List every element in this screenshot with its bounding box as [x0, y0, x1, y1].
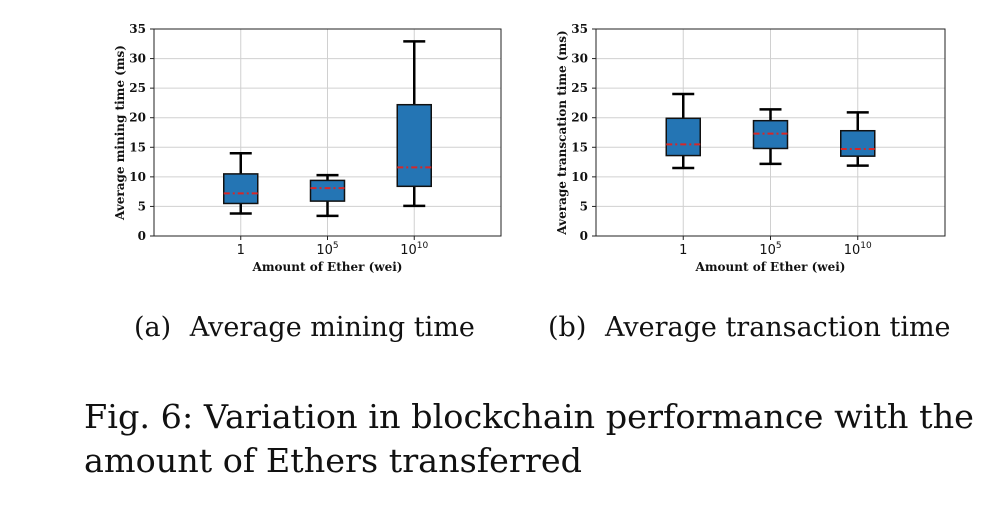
chart-transaction-time: 0 5 10 15 20 25 30 35 1 105 1010 Amount of Ether (w… — [555, 22, 946, 274]
y-tick-label: 20 — [129, 111, 146, 125]
x-tick-label: 105 — [316, 241, 338, 258]
x-tick-label: 1 — [679, 243, 687, 258]
x-tick-label: 1010 — [400, 241, 428, 258]
figure-caption-line2: amount of Ethers transferred — [84, 441, 582, 480]
y-tick-label: 10 — [571, 170, 588, 184]
y-axis-title: Average transcation time (ms) — [555, 30, 569, 235]
subcaption-a: (a) Average mining time — [134, 312, 475, 343]
y-tick-label: 5 — [138, 199, 146, 213]
y-axis-title: Average mining time (ms) — [113, 45, 127, 221]
box-iqr — [396, 103, 432, 188]
y-tick-label: 30 — [129, 52, 146, 66]
box-1 — [223, 151, 259, 215]
box-2 — [309, 173, 346, 218]
subcaption-b: (b) Average transaction time — [548, 312, 951, 343]
x-tick-label: 1 — [237, 243, 245, 258]
y-tick-label: 35 — [129, 22, 146, 36]
y-tick-label: 20 — [571, 111, 588, 125]
y-tick-label: 25 — [571, 81, 588, 95]
y-tick-label: 25 — [129, 81, 146, 95]
y-tick-label: 0 — [580, 229, 588, 243]
chart-mining-time: 0 5 10 15 20 25 30 35 1 105 1010 Amount of Ether (w… — [113, 22, 502, 274]
y-tick-label: 0 — [138, 229, 146, 243]
subcaption-a-text: Average mining time — [189, 312, 475, 343]
box-iqr — [309, 179, 346, 202]
box-3 — [396, 40, 432, 208]
figure-caption-line1: Fig. 6: Variation in blockchain performa… — [84, 397, 974, 436]
x-axis-title: Amount of Ether (wei) — [695, 260, 846, 274]
box-1 — [665, 92, 701, 170]
box-iqr — [223, 173, 259, 205]
subcaption-b-text: Average transaction time — [604, 312, 951, 343]
y-tick-label: 15 — [129, 140, 146, 154]
box-2 — [752, 108, 789, 166]
y-tick-label: 5 — [580, 199, 588, 213]
y-tick-label: 30 — [571, 52, 588, 66]
box-iqr — [840, 129, 876, 157]
box-iqr — [665, 117, 701, 157]
y-tick-label: 15 — [571, 140, 588, 154]
y-tick-label: 10 — [129, 170, 146, 184]
subcaption-a-tag: (a) — [134, 312, 171, 343]
x-axis-title: Amount of Ether (wei) — [252, 260, 403, 274]
x-tick-label: 105 — [759, 241, 781, 258]
box-3 — [840, 111, 876, 167]
y-tick-label: 35 — [571, 22, 588, 36]
subcaption-b-tag: (b) — [548, 312, 586, 343]
x-tick-label: 1010 — [844, 241, 872, 258]
